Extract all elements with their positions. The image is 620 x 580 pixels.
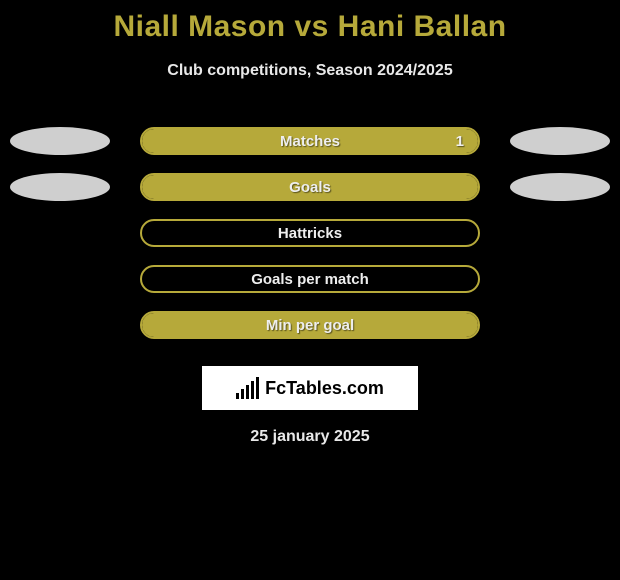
stat-bar: Goals per match <box>140 265 480 293</box>
stat-row: Goals <box>0 164 620 210</box>
right-value-ellipse <box>510 173 610 201</box>
stat-row: Hattricks <box>0 210 620 256</box>
stat-row: Matches 1 <box>0 118 620 164</box>
stat-row: Goals per match <box>0 256 620 302</box>
stat-row: Min per goal <box>0 302 620 348</box>
left-value-ellipse <box>10 173 110 201</box>
stat-label: Hattricks <box>278 225 342 242</box>
stat-bar: Matches 1 <box>140 127 480 155</box>
stat-label: Min per goal <box>266 317 354 334</box>
page-title: Niall Mason vs Hani Ballan <box>0 0 620 44</box>
stat-bar: Goals <box>140 173 480 201</box>
stat-bar: Min per goal <box>140 311 480 339</box>
right-value-ellipse <box>510 127 610 155</box>
stat-value: 1 <box>456 133 464 150</box>
left-value-ellipse <box>10 127 110 155</box>
stat-label: Goals per match <box>251 271 369 288</box>
snapshot-date: 25 january 2025 <box>0 428 620 446</box>
stat-bar: Hattricks <box>140 219 480 247</box>
bar-chart-icon <box>236 377 259 399</box>
fctables-logo: FcTables.com <box>202 366 418 410</box>
stat-rows: Matches 1 Goals Hattricks Goals per match Min… <box>0 118 620 348</box>
stat-label: Goals <box>289 179 331 196</box>
subtitle: Club competitions, Season 2024/2025 <box>0 62 620 80</box>
logo-text: FcTables.com <box>265 378 384 399</box>
stat-label: Matches <box>280 133 340 150</box>
